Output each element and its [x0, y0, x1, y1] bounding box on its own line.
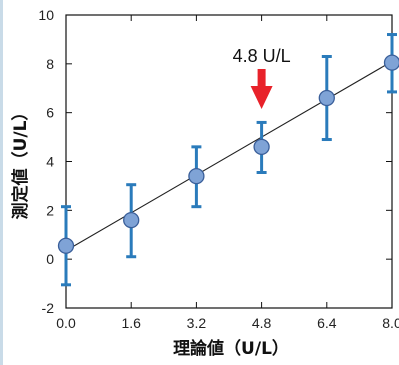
data-point	[253, 138, 270, 156]
y-tick-label: 8	[46, 56, 54, 72]
x-tick-label: 0.0	[56, 315, 76, 331]
x-tick-label: 4.8	[252, 315, 272, 331]
annotation-arrow-icon	[250, 69, 273, 109]
axis-ticks	[65, 14, 393, 309]
annotation-label: 4.8 U/L	[233, 46, 291, 66]
y-axis-title: 測定値（U/L）	[10, 104, 31, 220]
x-axis-title: 理論値（U/L）	[173, 338, 289, 359]
x-tick-label: 8.0	[382, 315, 399, 331]
data-point	[318, 89, 335, 107]
data-point	[383, 54, 399, 71]
data-point	[57, 237, 75, 254]
plot-area-frame	[65, 14, 393, 309]
y-tick-label: 6	[46, 105, 54, 121]
y-tick-label: 0	[46, 251, 54, 267]
fit-line-group	[65, 60, 393, 252]
x-tick-label: 6.4	[317, 315, 337, 331]
fit-line	[65, 60, 393, 252]
data-point	[188, 167, 205, 185]
x-tick-label: 3.2	[187, 315, 207, 331]
y-tick-label: 2	[46, 202, 54, 218]
error-bars-group	[61, 33, 397, 287]
data-point	[123, 211, 140, 229]
y-tick-label: 10	[38, 7, 54, 23]
x-tick-label: 1.6	[121, 315, 141, 331]
annotation-group: 4.8 U/L	[233, 46, 291, 109]
y-tick-label: 4	[46, 154, 54, 170]
axis-tick-labels: -2 0 2 4 6 8 10 0.0 1.6 3.2 4.8 6.4 8.0	[38, 7, 399, 331]
y-tick-label: -2	[42, 300, 55, 316]
data-points-group	[57, 54, 399, 254]
left-accent-bar	[0, 0, 3, 365]
